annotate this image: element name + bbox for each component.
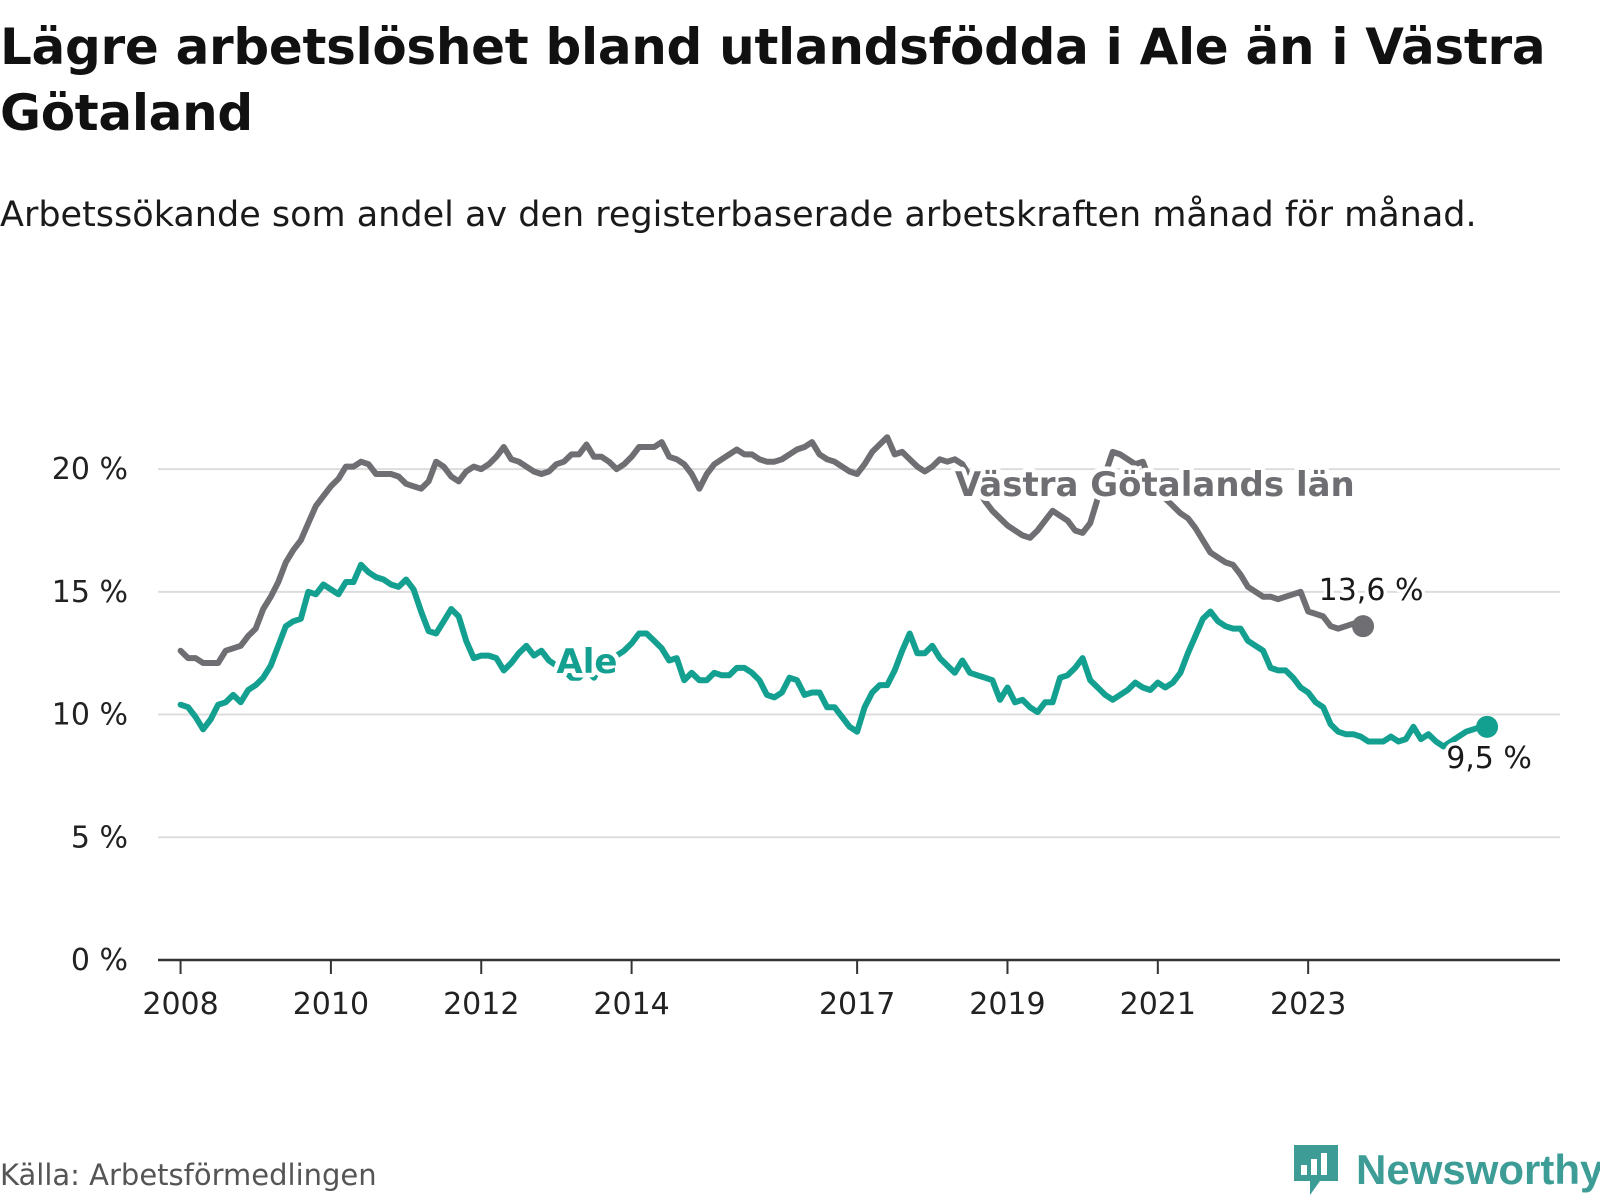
series-end-marker — [1476, 715, 1499, 738]
x-tick-label: 2019 — [969, 987, 1045, 1022]
y-tick-label: 0 % — [71, 943, 128, 978]
x-tick-label: 2023 — [1270, 987, 1346, 1022]
series-label-ale: Ale — [556, 642, 617, 682]
x-tick-label: 2010 — [293, 987, 369, 1022]
brand-logo: Newsworthy — [1290, 1140, 1600, 1200]
y-tick-label: 5 % — [71, 820, 128, 855]
chart-title: Lägre arbetslöshet bland utlandsfödda i … — [0, 18, 1546, 142]
x-tick-label: 2014 — [593, 987, 669, 1022]
newsworthy-logo-icon — [1294, 1145, 1338, 1195]
series-label-vastra-gotaland: Västra Götalands län — [955, 465, 1355, 505]
y-tick-label: 10 % — [52, 698, 128, 733]
x-tick-label: 2012 — [443, 987, 519, 1022]
gridlines — [158, 468, 1560, 839]
series-labels: Västra Götalands län Ale 13,6 % 9,5 % — [552, 461, 1536, 780]
series-lines — [177, 434, 1499, 750]
chart-subtitle: Arbetssökande som andel av den registerb… — [0, 195, 1477, 235]
x-axis: 2008 2010 2012 2014 2017 2019 2021 2023 — [142, 958, 1560, 1022]
x-tick-label: 2017 — [819, 987, 895, 1022]
end-value-label-vastra-gotaland: 13,6 % — [1319, 573, 1424, 608]
end-value-label-ale: 9,5 % — [1446, 741, 1532, 776]
y-tick-label: 20 % — [52, 452, 128, 487]
x-tick-label: 2008 — [142, 987, 218, 1022]
line-chart: 0 %5 %10 %15 %20 % 2008 2010 2012 2014 2017 2… — [52, 434, 1560, 1022]
source-note: Källa: Arbetsförmedlingen — [0, 1158, 377, 1192]
brand-name: Newsworthy — [1356, 1146, 1600, 1193]
series-line-ale — [177, 561, 1491, 750]
y-axis-ticks: 0 % 5 % 10 % 15 % 20 % — [52, 452, 128, 978]
series-end-marker — [1352, 615, 1375, 638]
x-tick-label: 2021 — [1120, 987, 1196, 1022]
y-tick-label: 15 % — [52, 575, 128, 610]
series-line-vastra-gotaland — [177, 434, 1366, 666]
